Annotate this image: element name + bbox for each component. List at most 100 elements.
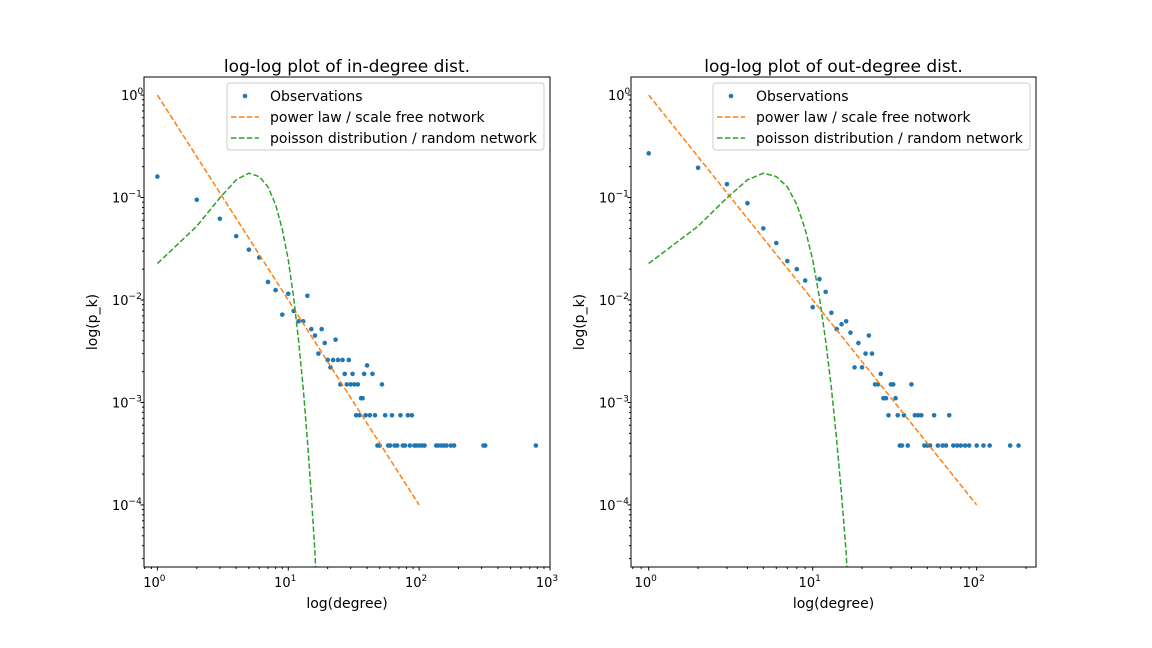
observation-point (357, 412, 362, 418)
observation-point (533, 443, 539, 448)
observation-point (265, 279, 271, 285)
poisson-line (156, 172, 317, 567)
x-tick-exponent: 1 (291, 574, 297, 584)
observation-point (353, 412, 359, 418)
observation-point (279, 312, 285, 317)
y-tick-label: 10−4 (112, 497, 142, 514)
poisson-line (648, 172, 848, 567)
observation-point (379, 382, 385, 387)
observation-point (335, 357, 341, 363)
y-tick-base: 10 (599, 396, 616, 411)
legend-label: Observations (270, 89, 363, 105)
x-tick-base: 10 (405, 576, 422, 591)
y-tick-exponent: −2 (616, 292, 629, 302)
legend-marker-observations (242, 93, 248, 99)
observation-point (802, 278, 808, 283)
observation-point (817, 276, 822, 282)
x-tick-label: 102 (963, 574, 985, 591)
legend-label: power law / scale free notwork (270, 110, 486, 126)
legend: Observations power law / scale free notwo… (226, 82, 545, 151)
y-tick-exponent: −4 (616, 497, 630, 507)
power-law-line (648, 94, 978, 506)
plot-area (155, 94, 539, 567)
observation-point (360, 395, 365, 401)
y-tick-label: 10−4 (599, 497, 629, 514)
y-tick-label: 10−3 (112, 394, 142, 411)
observation-point (194, 197, 200, 203)
y-tick-base: 10 (112, 499, 129, 514)
observation-point (829, 310, 834, 316)
y-tick-label: 10−1 (112, 190, 142, 207)
observation-point (363, 412, 368, 418)
y-tick-label: 100 (608, 87, 631, 104)
y-tick-label: 10−2 (599, 292, 629, 309)
plot-area (646, 94, 1021, 567)
y-tick-exponent: −1 (616, 190, 629, 200)
y-tick-exponent: 0 (625, 87, 631, 97)
observation-point (863, 351, 868, 356)
observation-point (340, 357, 345, 363)
observation-point (899, 443, 905, 448)
observation-point (883, 395, 889, 401)
y-tick-exponent: −3 (129, 394, 142, 404)
observation-point (848, 330, 853, 335)
observation-point (987, 443, 992, 448)
y-tick-exponent: 0 (138, 87, 144, 97)
legend-marker-observations (728, 93, 734, 99)
observation-point (316, 351, 321, 356)
legend-label: power law / scale free notwork (756, 110, 972, 126)
observation-point (155, 174, 160, 179)
observation-point (402, 443, 408, 448)
observation-point (409, 412, 415, 418)
observation-point (695, 165, 701, 171)
x-tick-base: 10 (963, 576, 980, 591)
observation-point (784, 258, 790, 264)
observation-point (309, 326, 314, 332)
observation-point (355, 382, 361, 387)
observation-point (312, 333, 318, 338)
observation-point (350, 371, 355, 377)
observation-point (856, 340, 861, 346)
y-tick-exponent: −2 (129, 292, 142, 302)
observation-point (954, 443, 960, 448)
y-tick-base: 10 (599, 294, 616, 309)
observation-point (422, 443, 427, 448)
observation-point (912, 412, 918, 418)
y-tick-base: 10 (121, 89, 138, 104)
observation-point (895, 412, 901, 418)
legend-box (226, 82, 545, 151)
observation-point (950, 443, 956, 448)
observation-point (905, 443, 911, 448)
x-tick-exponent: 0 (160, 574, 166, 584)
observation-point (330, 357, 336, 363)
observation-point (451, 443, 457, 448)
observation-point (322, 340, 328, 346)
observation-point (859, 365, 865, 370)
observation-point (935, 443, 941, 448)
observation-point (823, 289, 828, 295)
axes-frame (630, 76, 1037, 568)
observation-point (348, 382, 354, 387)
observation-point (285, 291, 291, 297)
observation-point (852, 365, 857, 370)
axes-frame (143, 76, 551, 568)
y-axis-label: log(p_k) (572, 294, 588, 350)
observation-point (394, 443, 400, 448)
chart-title: log-log plot of out-degree dist. (704, 57, 963, 77)
observation-point (931, 412, 937, 418)
observation-point (333, 337, 338, 342)
y-tick-exponent: −4 (129, 497, 143, 507)
observation-point (273, 287, 278, 293)
y-tick-base: 10 (112, 294, 129, 309)
x-tick-exponent: 0 (651, 574, 657, 584)
x-tick-exponent: 1 (815, 574, 821, 584)
y-tick-label: 10−3 (599, 394, 629, 411)
x-tick-exponent: 2 (422, 574, 428, 584)
observation-point (407, 443, 413, 448)
observation-point (217, 216, 223, 222)
x-axis-label: log(degree) (306, 596, 387, 612)
legend-box (712, 82, 1031, 151)
